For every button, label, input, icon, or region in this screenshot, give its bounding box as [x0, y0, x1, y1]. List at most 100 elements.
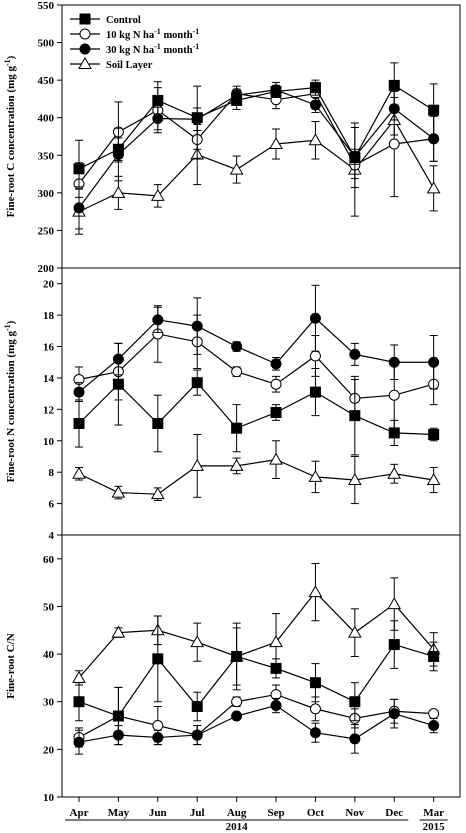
point-C-n30-0 [73, 202, 85, 214]
point-CN-n10-9 [428, 708, 440, 720]
point-CN-n30-5 [270, 700, 282, 712]
legend-label-control-part-0: Control [106, 15, 141, 26]
panel-N: 4 6 8 10 12 14 16 18 20 Fine-root N concentration… [3, 267, 461, 542]
point-N-soil-9 [426, 473, 441, 486]
ylabel-C: Fine-root C concentration (mg g-1) [3, 55, 17, 217]
xtick-label-dec: Dec [385, 807, 403, 819]
point-CN-n30-6 [309, 727, 321, 739]
point-N-soil-3 [190, 458, 205, 471]
series-C-control [73, 62, 440, 198]
point-CN-n10-2 [152, 720, 164, 732]
point-N-n30-5 [270, 358, 282, 370]
ytick-label-C-6: 500 [38, 38, 55, 50]
series-CN-n30 [73, 697, 440, 755]
legend-label-n30-part-2: month [161, 45, 193, 56]
point-N-n10-6 [309, 350, 321, 362]
ylabel-N-part-2: ) [5, 320, 17, 324]
point-C-control-2 [152, 94, 164, 106]
point-CN-control-1 [112, 710, 124, 722]
ytick-label-N-4: 12 [43, 404, 55, 416]
point-C-control-0 [73, 163, 85, 175]
ytick-label-C-1: 250 [38, 225, 55, 237]
point-C-control-6 [309, 82, 321, 94]
point-N-soil-6 [308, 469, 323, 482]
point-CN-soil-8 [387, 597, 402, 610]
xtick-label-sep: Sep [267, 807, 284, 819]
ytick-label-CN-2: 30 [43, 697, 55, 709]
point-CN-n30-9 [428, 720, 440, 732]
ytick-label-C-7: 550 [38, 0, 55, 12]
point-N-control-3 [191, 377, 203, 389]
ytick-label-CN-4: 50 [43, 601, 55, 613]
point-CN-soil-5 [269, 635, 283, 648]
point-N-soil-1 [111, 485, 126, 498]
point-CN-soil-1 [111, 625, 126, 638]
ylabel-N: Fine-root N concentration (mg g-1) [3, 320, 17, 482]
ylabel-CN: Fine-root C/N [5, 633, 17, 699]
point-N-n30-4 [231, 341, 243, 353]
point-C-control-1 [112, 143, 124, 155]
ytick-label-N-7: 18 [43, 310, 55, 322]
point-N-control-0 [73, 417, 85, 429]
line-C-soil [78, 118, 435, 213]
point-N-control-6 [309, 386, 321, 398]
ytick-label-N-8: 20 [43, 279, 55, 291]
ylabel-N-part-1: -1 [3, 324, 12, 331]
point-CN-control-4 [231, 650, 243, 662]
point-C-control-8 [388, 79, 400, 91]
point-CN-control-9 [428, 650, 440, 662]
series-N-soil [72, 433, 441, 505]
legend-label-n30-part-0: 30 kg N ha [106, 45, 155, 56]
series-C-soil [72, 104, 441, 235]
point-N-control-4 [231, 422, 243, 434]
line-CN-soil [78, 591, 435, 679]
point-CN-control-2 [152, 653, 164, 665]
point-C-soil-2 [150, 188, 165, 201]
point-N-soil-0 [72, 466, 86, 479]
point-C-soil-9 [426, 181, 441, 194]
xtick-label-aug: Aug [227, 807, 247, 819]
legend-label-control: Control [106, 15, 141, 26]
point-CN-n30-7 [349, 733, 361, 745]
ytick-label-C-2: 300 [38, 188, 55, 200]
point-N-n30-3 [191, 320, 203, 332]
legend-label-n10-part-0: 10 kg N ha [106, 30, 155, 41]
point-C-control-3 [191, 112, 203, 124]
ylabel-C-part-0: Fine-root C concentration (mg g [5, 66, 17, 218]
series-CN-n10 [73, 684, 440, 748]
point-CN-n30-2 [152, 731, 164, 743]
point-CN-n30-8 [388, 708, 400, 720]
xtick-label-nov: Nov [345, 807, 364, 819]
point-CN-n30-3 [191, 729, 203, 741]
point-C-n30-6 [309, 99, 321, 111]
legend-label-n30-part-3: -1 [193, 42, 200, 51]
line-N-n10 [78, 333, 434, 399]
ylabel-CN-part-0: Fine-root C/N [5, 633, 17, 699]
point-N-soil-5 [269, 452, 283, 465]
point-C-soil-1 [111, 185, 126, 198]
legend-marker-soil [78, 56, 92, 69]
ytick-label-CN-5: 60 [43, 554, 55, 566]
point-C-control-4 [231, 94, 243, 106]
point-N-n30-8 [388, 356, 400, 368]
legend-label-n30: 30 kg N ha-1 month-1 [106, 42, 199, 56]
ylabel-N-part-0: Fine-root N concentration (mg g [5, 331, 17, 483]
point-C-soil-4 [229, 162, 244, 175]
point-N-n30-7 [349, 348, 361, 360]
point-CN-soil-3 [190, 635, 205, 648]
xtick-label-jul: Jul [190, 807, 205, 819]
ytick-label-CN-0: 10 [43, 792, 55, 804]
ytick-label-N-6: 16 [43, 342, 55, 354]
point-C-soil-5 [269, 137, 283, 150]
point-N-n30-0 [73, 386, 85, 398]
point-CN-control-3 [191, 700, 203, 712]
point-C-control-7 [349, 152, 361, 164]
point-CN-control-0 [73, 696, 85, 708]
ytick-label-N-1: 6 [49, 499, 55, 511]
point-C-n10-8 [388, 138, 400, 150]
point-CN-n30-4 [231, 710, 243, 722]
panel-C: 200 250 300 350 400 450 500 550 Fine-root C conc… [3, 0, 461, 275]
ytick-label-N-0: 4 [49, 530, 55, 542]
